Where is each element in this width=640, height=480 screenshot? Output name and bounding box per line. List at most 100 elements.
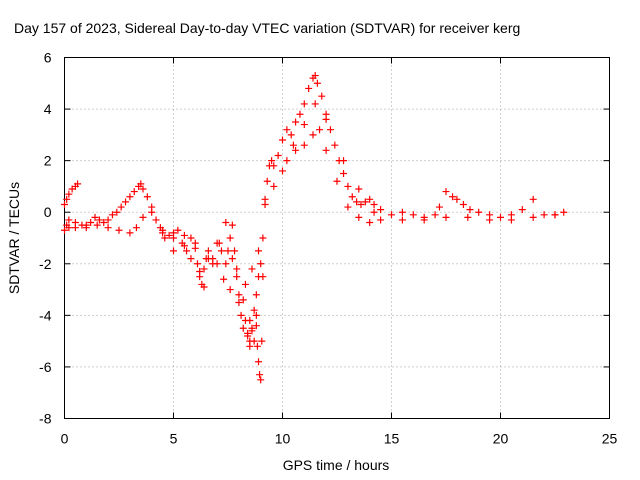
- data-point: [344, 203, 352, 211]
- data-point: [215, 239, 223, 247]
- data-point: [313, 79, 321, 87]
- data-point: [366, 195, 374, 203]
- data-point: [63, 195, 71, 203]
- y-tick-label: -8: [39, 411, 52, 427]
- data-point: [250, 306, 258, 314]
- data-point: [366, 219, 374, 227]
- x-tick-label: 10: [275, 431, 291, 447]
- data-point: [357, 200, 365, 208]
- data-point: [258, 337, 266, 345]
- x-tick-label: 15: [384, 431, 400, 447]
- data-point: [95, 216, 103, 224]
- data-point: [159, 226, 167, 234]
- x-tick-label: 20: [493, 431, 509, 447]
- data-point: [420, 216, 428, 224]
- data-point: [61, 226, 68, 234]
- data-point: [222, 260, 230, 268]
- y-tick-label: -2: [39, 256, 52, 272]
- data-point: [61, 200, 68, 208]
- data-point: [259, 273, 267, 281]
- data-point: [497, 213, 504, 221]
- data-point: [475, 208, 483, 216]
- data-point: [507, 216, 515, 224]
- tick-labels: 0 5 10 15 20 25 -8 -6 -4 -2 0 2 4 6: [39, 50, 617, 447]
- data-point: [82, 224, 90, 232]
- data-point: [224, 247, 232, 255]
- data-point: [187, 255, 195, 263]
- data-point: [300, 121, 308, 129]
- y-tick-label: 0: [44, 204, 52, 220]
- data-point: [322, 115, 330, 123]
- data-point: [91, 213, 99, 221]
- y-tick-label: 4: [44, 101, 52, 117]
- data-point: [122, 198, 130, 206]
- data-point: [161, 234, 169, 242]
- data-point: [348, 193, 356, 201]
- data-point: [255, 247, 263, 255]
- data-point: [233, 265, 241, 273]
- data-point: [174, 226, 182, 234]
- data-point: [253, 342, 261, 350]
- data-point: [237, 311, 245, 319]
- data-point: [311, 72, 319, 80]
- data-point: [279, 167, 286, 175]
- data-point: [333, 177, 341, 185]
- data-point: [361, 198, 369, 206]
- data-point: [331, 141, 339, 149]
- data-point: [409, 211, 417, 219]
- data-point: [252, 322, 260, 330]
- data-point: [126, 193, 134, 201]
- data-point: [231, 247, 239, 255]
- data-point: [65, 216, 73, 224]
- data-point: [65, 190, 73, 198]
- data-point: [529, 213, 537, 221]
- data-point: [165, 231, 173, 239]
- data-point: [241, 280, 249, 288]
- data-point: [228, 255, 236, 263]
- data-point: [220, 275, 228, 283]
- y-tick-label: 2: [44, 153, 52, 169]
- data-point: [355, 185, 363, 193]
- data-point: [252, 311, 260, 319]
- data-point: [257, 260, 265, 268]
- data-point: [442, 213, 450, 221]
- data-point: [560, 208, 568, 216]
- data-point: [113, 208, 121, 216]
- data-point: [196, 268, 204, 276]
- data-point: [104, 224, 112, 232]
- data-point: [235, 298, 243, 306]
- data-point: [388, 211, 395, 219]
- data-point: [180, 231, 188, 239]
- data-point: [287, 131, 295, 139]
- data-point: [139, 185, 147, 193]
- data-point: [296, 110, 304, 118]
- data-point: [239, 296, 247, 304]
- data-point: [431, 211, 439, 219]
- y-tick-label: -4: [39, 307, 52, 323]
- data-point: [283, 126, 291, 134]
- data-point: [170, 247, 177, 255]
- data-point: [71, 224, 79, 232]
- data-point: [300, 100, 308, 108]
- data-point: [540, 211, 548, 219]
- data-point: [108, 211, 116, 219]
- data-point: [459, 200, 467, 208]
- data-point: [326, 126, 334, 134]
- data-point: [322, 146, 330, 154]
- data-point: [318, 92, 326, 100]
- data-point: [300, 141, 308, 149]
- data-point: [100, 219, 108, 227]
- data-point: [255, 358, 263, 366]
- data-point: [148, 208, 156, 216]
- data-point: [311, 100, 319, 108]
- data-points: [61, 72, 568, 384]
- data-point: [248, 327, 256, 335]
- data-point: [398, 216, 406, 224]
- data-point: [244, 329, 252, 337]
- data-point: [353, 198, 361, 206]
- data-point: [246, 342, 254, 350]
- data-point: [152, 216, 160, 224]
- data-point: [259, 234, 267, 242]
- data-point: [93, 221, 101, 229]
